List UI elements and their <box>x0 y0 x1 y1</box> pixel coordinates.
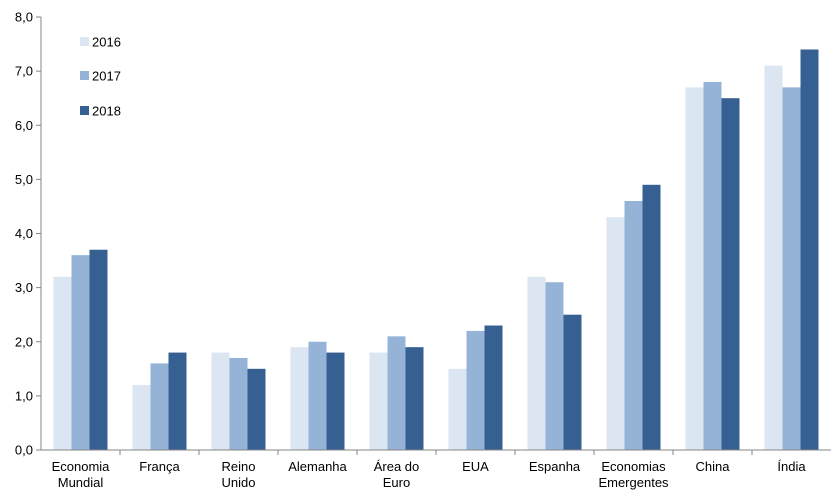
legend-label-2017: 2017 <box>92 69 121 84</box>
y-tick-label: 2,0 <box>15 334 33 349</box>
bar-2017 <box>545 282 564 450</box>
bar-2016 <box>606 217 625 450</box>
bar-2017 <box>466 330 485 450</box>
bar-2017 <box>782 87 801 451</box>
y-axis: 0,0 1,0 2,0 3,0 4,0 5,0 6,0 7,0 8,0 <box>15 10 42 458</box>
y-tick-label: 6,0 <box>15 118 33 133</box>
bar-2017 <box>71 255 90 450</box>
x-category-label: Índia <box>777 459 806 474</box>
y-tick-label: 3,0 <box>15 280 33 295</box>
bar-2017 <box>229 357 248 450</box>
bar-2018 <box>89 249 108 450</box>
bar-2018 <box>405 347 424 450</box>
legend-label-2018: 2018 <box>92 104 121 119</box>
legend-swatch-2018 <box>80 106 89 115</box>
bar-2018 <box>326 352 345 450</box>
bar-2016 <box>764 65 783 451</box>
bar-2017 <box>703 81 722 450</box>
bar-2017 <box>387 336 406 450</box>
y-tick-label: 4,0 <box>15 226 33 241</box>
bar-2016 <box>369 352 388 450</box>
bar-2017 <box>308 341 327 450</box>
x-category-label: Economias Emergentes <box>598 459 669 490</box>
bar-2018 <box>642 184 661 450</box>
bar-2016 <box>211 352 230 450</box>
bar-2018 <box>484 325 503 450</box>
legend-swatch-2016 <box>80 37 89 46</box>
bar-2016 <box>132 385 151 450</box>
x-category-label: Reino Unido <box>222 459 256 490</box>
bar-2016 <box>448 368 467 450</box>
bar-2017 <box>624 201 643 450</box>
bar-2017 <box>150 363 169 450</box>
x-category-label: Espanha <box>529 459 581 474</box>
x-category-label: EUA <box>462 459 489 474</box>
bars <box>53 49 819 451</box>
bar-2018 <box>721 98 740 450</box>
x-category-label: Economia Mundial <box>52 459 111 490</box>
bar-2018 <box>800 49 819 450</box>
x-category-label: França <box>139 459 180 474</box>
x-category-label: Área do Euro <box>374 459 420 490</box>
y-tick-label: 0,0 <box>15 443 33 458</box>
bar-2016 <box>685 87 704 451</box>
bar-2016 <box>53 276 72 450</box>
y-tick-label: 5,0 <box>15 172 33 187</box>
x-category-label: China <box>696 459 731 474</box>
bar-2016 <box>527 276 546 450</box>
legend-swatch-2017 <box>80 71 89 80</box>
bar-2018 <box>563 314 582 450</box>
x-category-label: Alemanha <box>288 459 347 474</box>
legend-label-2016: 2016 <box>92 35 121 50</box>
bar-2018 <box>247 368 266 450</box>
bar-2016 <box>290 347 309 450</box>
legend: 2016 2017 2018 <box>80 35 121 119</box>
y-tick-label: 8,0 <box>15 10 33 25</box>
x-axis: Economia Mundial França Reino Unido Alemanha Á… <box>41 449 831 490</box>
bar-2018 <box>168 352 187 450</box>
y-tick-label: 7,0 <box>15 64 33 79</box>
y-tick-label: 1,0 <box>15 388 33 403</box>
